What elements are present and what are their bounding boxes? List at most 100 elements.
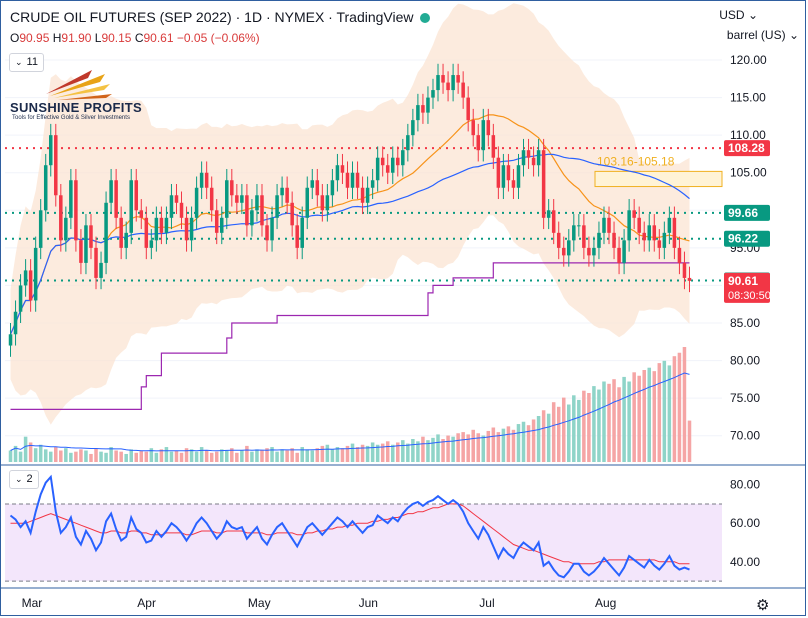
candle-body xyxy=(471,120,475,136)
volume-bar xyxy=(290,448,294,462)
currency-selector[interactable]: USD ⌄ xyxy=(719,8,758,22)
candle-body xyxy=(607,217,611,233)
candle-body xyxy=(370,180,375,188)
volume-bar xyxy=(355,447,360,462)
candle-body xyxy=(491,135,496,158)
key-level-label: 108.28 xyxy=(728,141,765,155)
candle-body xyxy=(149,240,154,248)
price-tick-label: 120.00 xyxy=(730,53,767,67)
key-level-tag xyxy=(724,272,770,303)
volume-bar xyxy=(406,443,410,462)
volume-bar xyxy=(154,452,159,462)
close-value: 90.61 xyxy=(143,31,174,45)
candle-body xyxy=(516,165,521,188)
candle-body xyxy=(119,217,123,248)
candle-body xyxy=(38,210,43,248)
candle-body xyxy=(199,172,204,188)
candle-body xyxy=(124,232,128,248)
candle-body xyxy=(214,210,219,233)
candle-body xyxy=(637,217,641,233)
volume-bar xyxy=(214,451,219,462)
volume-bar xyxy=(245,445,249,462)
volume-bar xyxy=(64,448,68,462)
volume-bar xyxy=(250,451,254,462)
volume-bar xyxy=(416,441,420,462)
volume-bar xyxy=(637,375,641,462)
volume-bar xyxy=(446,435,450,462)
volume-bar xyxy=(179,452,184,462)
volume-bar xyxy=(572,395,576,462)
pane2-toggle-button[interactable]: ⌄ 2 xyxy=(9,470,39,489)
volume-bar xyxy=(672,356,677,462)
volume-ma-line xyxy=(10,372,690,452)
rsi-band xyxy=(5,503,722,582)
volume-bar xyxy=(667,365,672,462)
candle-body xyxy=(164,217,169,233)
candle-body xyxy=(390,157,395,173)
volume-bar xyxy=(662,360,667,462)
volume-bar xyxy=(320,445,325,462)
candle-body xyxy=(546,210,551,218)
volume-bar xyxy=(567,404,571,462)
candle-body xyxy=(290,202,294,226)
candle-body xyxy=(219,217,224,233)
candle-body xyxy=(330,180,335,196)
candle-body xyxy=(74,180,78,241)
volume-bar xyxy=(109,447,113,462)
key-level-label: 99.66 xyxy=(728,206,758,220)
stop-step-line xyxy=(10,262,690,411)
volume-bar xyxy=(174,450,179,462)
time-axis-label: May xyxy=(248,596,271,610)
candle-body xyxy=(204,172,209,188)
key-level-label: 90.61 xyxy=(728,274,758,288)
candle-body xyxy=(456,75,460,83)
volume-bar xyxy=(189,449,194,462)
candle-body xyxy=(441,75,445,83)
bollinger-band xyxy=(10,3,690,425)
volume-bar xyxy=(33,448,38,462)
candle-body xyxy=(486,120,491,136)
candle-body xyxy=(587,247,591,256)
low-value: 90.15 xyxy=(101,31,132,45)
candle-body xyxy=(144,217,149,248)
rsi-tick-label: 40.00 xyxy=(730,555,760,569)
candle-body xyxy=(627,210,631,241)
indicators-toggle-button[interactable]: ⌄ 11 xyxy=(9,53,44,72)
candle-body xyxy=(617,247,621,263)
candle-body xyxy=(260,195,264,226)
sunshine-profits-logo xyxy=(46,70,112,100)
volume-bar xyxy=(491,427,496,462)
volume-bar xyxy=(13,445,18,462)
candle-body xyxy=(355,172,360,188)
candle-body xyxy=(662,232,667,248)
candle-body xyxy=(561,247,566,256)
candle-body xyxy=(240,195,244,203)
candle-body xyxy=(189,217,194,241)
volume-bar xyxy=(18,451,23,462)
candle-body xyxy=(310,180,315,188)
candle-body xyxy=(230,180,234,196)
volume-bar xyxy=(48,451,53,462)
volume-bar xyxy=(225,450,229,462)
candle-body xyxy=(481,120,486,151)
volume-bar xyxy=(330,449,335,462)
settings-gear-icon[interactable]: ⚙ xyxy=(756,597,770,614)
candle-body xyxy=(154,217,159,241)
candle-body xyxy=(265,225,269,241)
candle-body xyxy=(406,135,410,151)
candle-body xyxy=(295,225,299,248)
volume-bar xyxy=(300,447,304,462)
candle-body xyxy=(526,150,531,158)
volume-bar xyxy=(169,451,174,462)
unit-selector[interactable]: barrel (US) ⌄ xyxy=(726,28,799,42)
volume-bar xyxy=(546,413,551,462)
volume-bar xyxy=(54,447,58,462)
candle-body xyxy=(169,195,174,218)
candle-body xyxy=(431,90,435,98)
candle-body xyxy=(677,247,682,263)
candle-body xyxy=(416,105,420,121)
candle-body xyxy=(325,195,330,211)
candle-body xyxy=(506,165,511,181)
ma20-line xyxy=(9,114,690,335)
